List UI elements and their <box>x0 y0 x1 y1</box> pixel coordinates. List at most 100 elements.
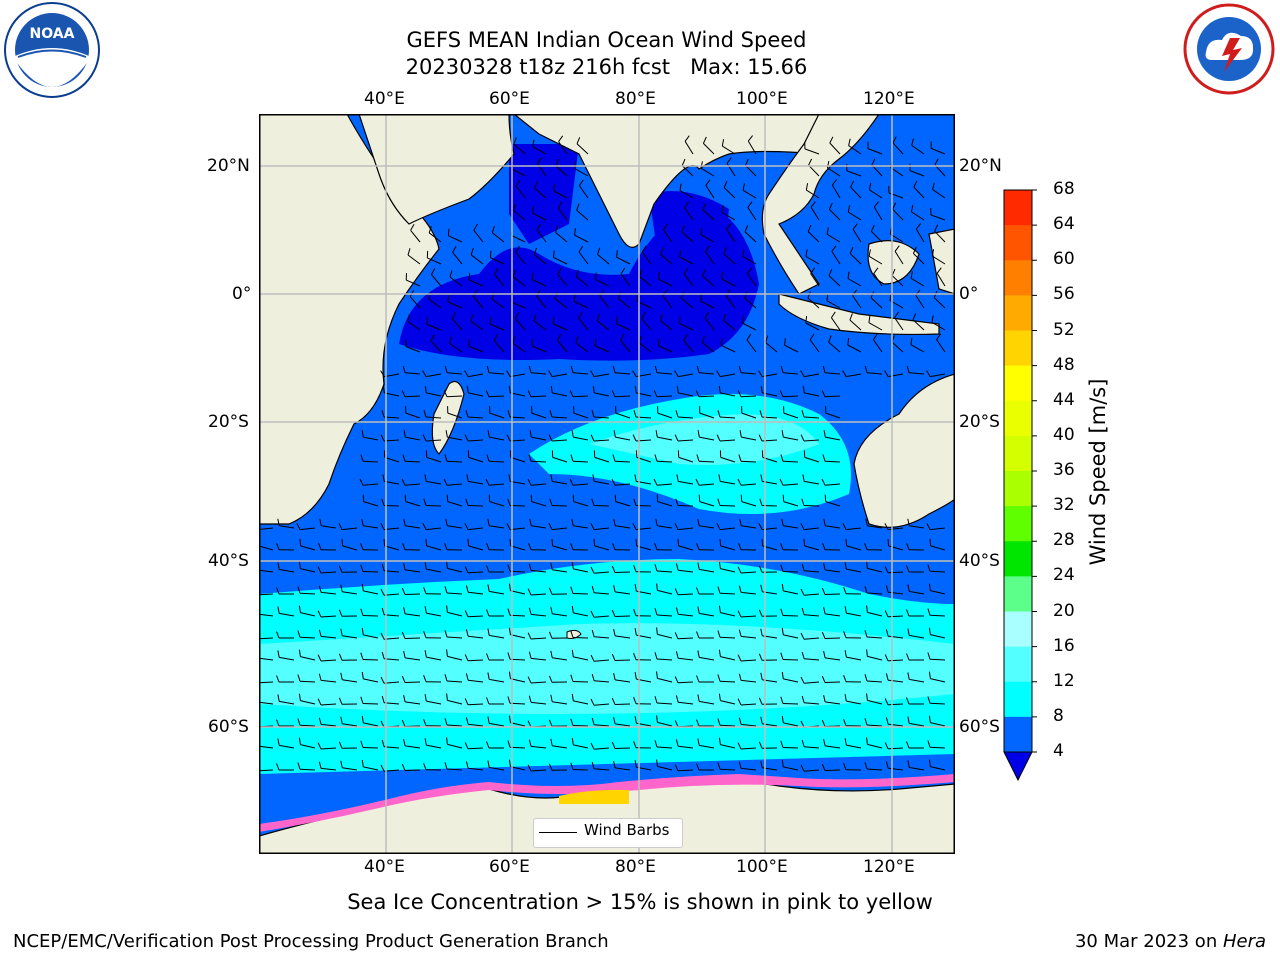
wind-barb <box>888 591 904 595</box>
wind-barb-feather <box>590 566 595 574</box>
wind-barb <box>930 527 946 531</box>
wind-barb <box>807 297 820 309</box>
wind-barb <box>852 229 862 243</box>
wind-barb-feather <box>401 478 406 486</box>
wind-barb-feather <box>928 759 931 767</box>
wind-barb-feather <box>616 250 618 258</box>
wind-barb <box>407 320 421 331</box>
wind-barb-feather <box>675 739 679 747</box>
wind-barb-feather <box>575 336 579 344</box>
wind-barb-feather <box>508 627 511 635</box>
wind-barb-feather <box>718 737 721 745</box>
wind-barb-feather <box>868 249 871 257</box>
wind-barb <box>531 412 547 419</box>
wind-barb <box>279 700 295 705</box>
wind-barb-feather <box>848 138 851 146</box>
wind-barb <box>363 436 379 441</box>
wind-barb-feather <box>913 180 918 188</box>
wind-barb-feather <box>466 474 469 482</box>
wind-barb <box>720 700 736 705</box>
wind-barb <box>363 501 379 507</box>
colorbar-tick-label: 52 <box>1053 319 1075 340</box>
wind-barb <box>578 251 589 265</box>
wind-barb-feather <box>744 225 749 232</box>
wind-barb-feather <box>590 742 595 750</box>
wind-barb-feather <box>805 249 808 257</box>
wind-barb <box>824 637 841 639</box>
wind-barb <box>662 295 673 309</box>
wind-barb-feather <box>464 610 469 618</box>
wind-barb-feather <box>737 610 742 618</box>
lon-tick-top-60e: 60°E <box>489 89 530 109</box>
wind-barb <box>725 295 736 309</box>
wind-barb-feather <box>444 630 448 638</box>
wind-barb <box>531 701 547 705</box>
sea-ice-note: Sea Ice Concentration > 15% is shown in … <box>347 890 933 914</box>
wind-barb-feather <box>465 498 469 506</box>
wind-barb <box>426 545 442 551</box>
wind-barb-feather <box>548 631 553 639</box>
wind-barb-feather <box>611 609 616 617</box>
map-panel <box>259 114 955 854</box>
colorbar-graphic <box>1003 189 1037 782</box>
wind-barb-feather <box>487 584 490 592</box>
wind-barb-feather <box>527 390 532 398</box>
wind-barb <box>829 209 841 221</box>
wind-barb-feather <box>571 561 574 569</box>
wind-barb-feather <box>828 335 832 343</box>
wind-barb <box>428 298 442 309</box>
colorbar-label: Wind Speed [m/s] <box>1086 378 1110 566</box>
wind-barb <box>614 703 631 705</box>
wind-barb-feather <box>744 158 749 166</box>
wind-barb <box>534 187 547 199</box>
wind-barb-feather <box>615 316 618 324</box>
wind-barb-feather <box>866 649 868 657</box>
wind-barb <box>489 634 505 639</box>
wind-barb-feather <box>742 183 745 191</box>
wind-barb <box>512 342 526 353</box>
colorbar-extend-arrow <box>1003 751 1033 782</box>
colorbar-tick-label: 24 <box>1053 565 1075 586</box>
wind-barb <box>868 255 883 265</box>
wind-barb-feather <box>422 370 427 377</box>
wind-barb <box>824 681 841 683</box>
wind-barb-feather <box>528 695 532 703</box>
wind-barb-feather <box>571 693 574 701</box>
wind-barb <box>320 703 337 706</box>
wind-barb <box>933 297 946 309</box>
wind-barb <box>869 189 883 199</box>
wind-barb <box>699 525 715 529</box>
wind-barb-feather <box>449 270 453 278</box>
wind-barb-feather <box>679 316 681 324</box>
wind-barb <box>804 148 820 155</box>
wind-barb <box>573 612 589 617</box>
land-madagascar <box>431 381 465 455</box>
wind-barb-feather <box>781 715 784 723</box>
colorbar-tick-label: 60 <box>1053 249 1075 270</box>
wind-barb-feather <box>528 651 532 659</box>
wind-barb-feather <box>674 523 679 530</box>
wind-barb <box>593 439 610 442</box>
wind-barb <box>447 483 463 486</box>
wind-barb-feather <box>491 225 495 233</box>
wind-barb-feather <box>675 607 679 615</box>
wind-barb <box>552 392 568 397</box>
wind-barb-feather <box>423 631 427 638</box>
wind-barb <box>741 635 757 639</box>
wind-barb-feather <box>528 739 532 747</box>
wind-barb-feather <box>569 478 574 486</box>
wind-barb-feather <box>910 337 913 345</box>
wind-barb <box>873 206 883 221</box>
wind-barb-feather <box>611 697 616 705</box>
wind-barb <box>447 611 463 617</box>
wind-barb <box>824 460 841 463</box>
wind-barb <box>720 456 736 463</box>
wind-barb-feather <box>718 561 721 569</box>
wind-barb-feather <box>760 628 763 636</box>
wind-barb-feather <box>401 587 406 595</box>
wind-barb <box>469 279 484 287</box>
wind-barb <box>930 147 946 155</box>
wind-barb-feather <box>485 478 490 486</box>
wind-barb-feather <box>864 762 868 770</box>
wind-barb-feather <box>489 250 492 258</box>
